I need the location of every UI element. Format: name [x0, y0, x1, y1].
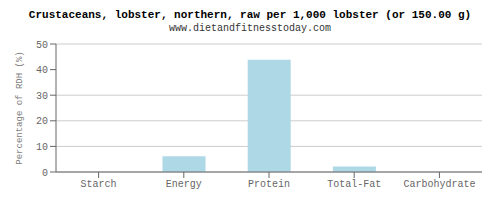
svg-text:0: 0 — [42, 168, 48, 179]
svg-text:Total-Fat: Total-Fat — [327, 179, 381, 190]
svg-text:30: 30 — [36, 91, 48, 102]
svg-text:Starch: Starch — [81, 179, 117, 190]
svg-text:50: 50 — [36, 40, 48, 51]
html-text:www.dietandfitnesstoday.com: www.dietandfitnesstoday.com — [169, 23, 331, 34]
svg-text:Percentage of RDH (%): Percentage of RDH (%) — [15, 51, 25, 164]
svg-text:Energy: Energy — [166, 179, 202, 190]
svg-text:Carbohydrate: Carbohydrate — [403, 179, 475, 190]
svg-text:Protein: Protein — [248, 179, 290, 190]
html-text:Crustaceans, lobster, northern: Crustaceans, lobster, northern, raw per … — [28, 9, 472, 21]
svg-text:20: 20 — [36, 116, 48, 127]
svg-text:40: 40 — [36, 65, 48, 76]
svg-text:10: 10 — [36, 142, 48, 153]
